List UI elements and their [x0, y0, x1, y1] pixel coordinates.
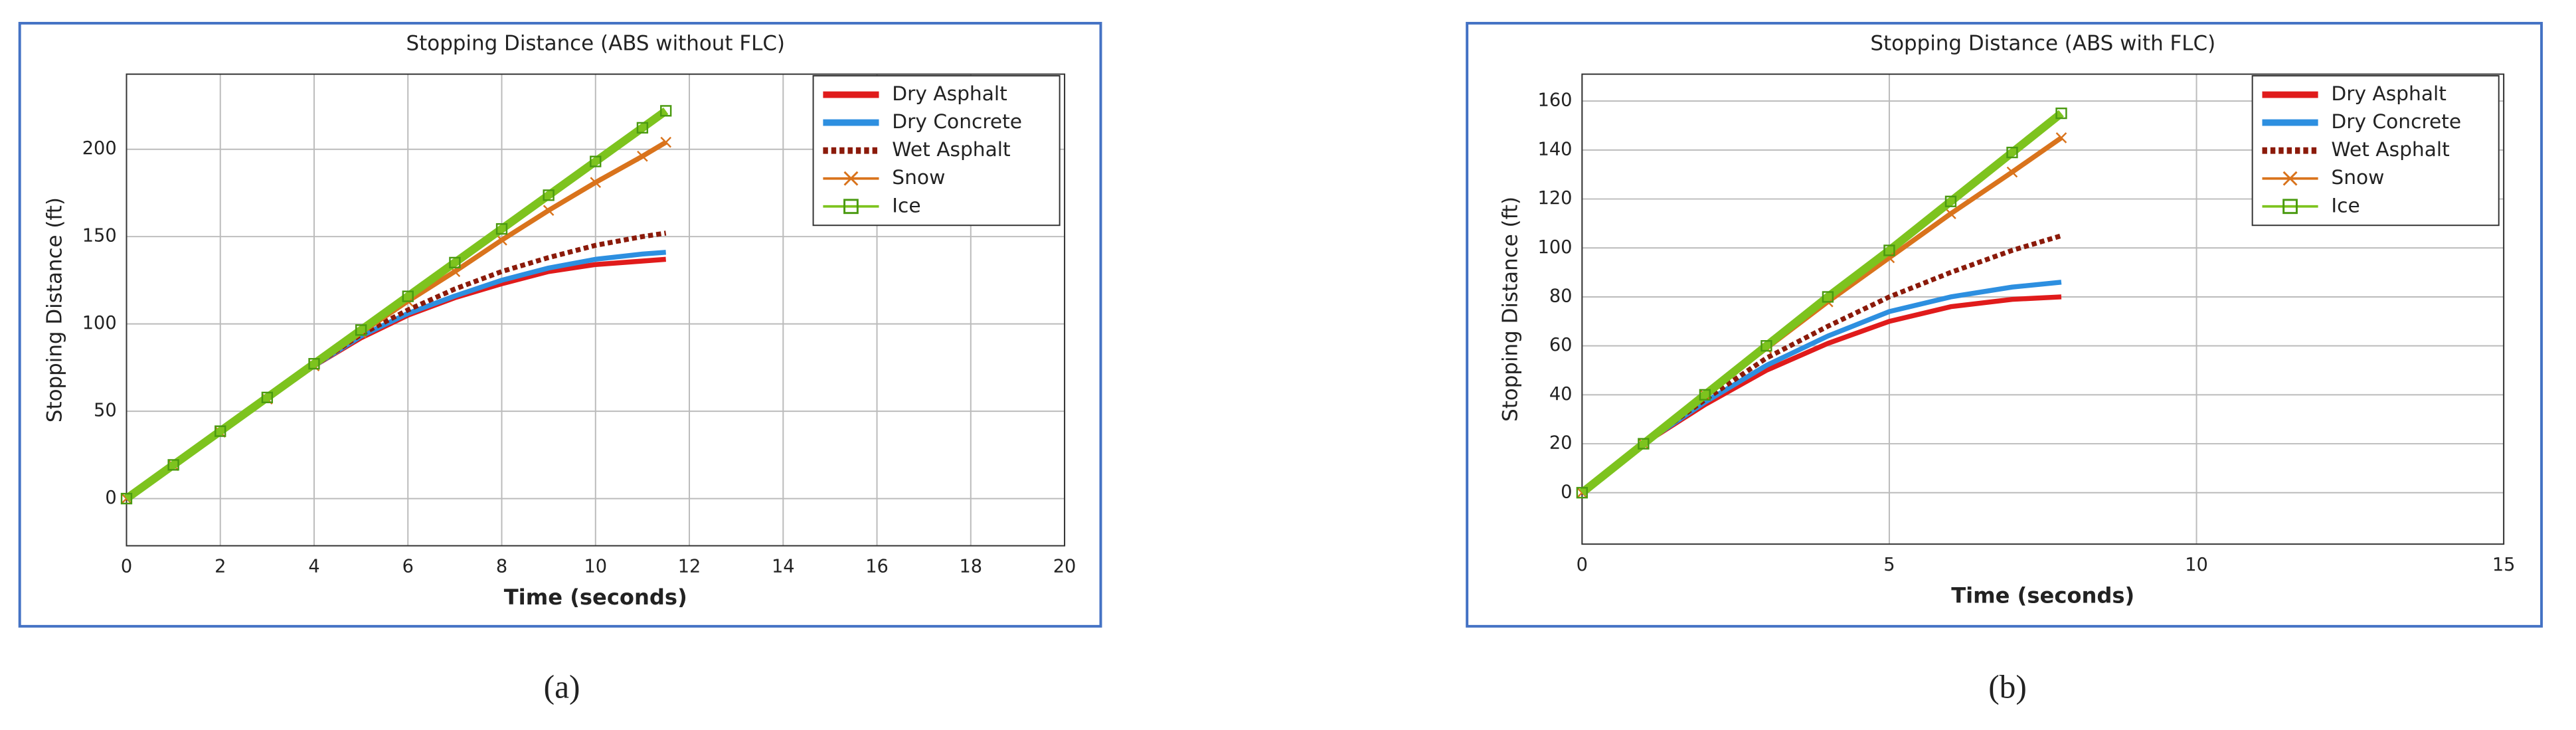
y-tick-label: 60: [1549, 335, 1573, 355]
marker: [1945, 208, 1956, 219]
legend-marker: [2282, 199, 2298, 215]
marker: [1822, 291, 1834, 303]
legend-label: Snow: [892, 165, 945, 189]
marker: [496, 234, 507, 246]
marker: [2006, 146, 2018, 159]
marker: [1638, 438, 1650, 450]
chart-title: Stopping Distance (ABS without FLC): [406, 32, 785, 56]
y-tick-label: 160: [1538, 90, 1573, 111]
x-tick-label: 10: [2185, 555, 2208, 575]
panel-label: (b): [1988, 669, 2027, 705]
marker: [543, 189, 555, 201]
x-tick-label: 15: [2492, 555, 2516, 575]
y-axis-label: Stopping Distance (ft): [1498, 197, 1522, 422]
marker: [660, 136, 672, 148]
marker: [543, 205, 555, 217]
y-tick-label: 150: [82, 226, 117, 246]
marker: [449, 256, 461, 269]
marker: [2055, 132, 2067, 143]
series-line: [125, 230, 667, 501]
legend-marker: [2282, 171, 2298, 186]
legend-label: Snow: [2331, 165, 2384, 189]
y-tick-label: 80: [1549, 286, 1573, 306]
legend-label: Wet Asphalt: [2331, 137, 2449, 161]
legend-marker: [843, 199, 859, 215]
x-axis-label: Time (seconds): [1951, 583, 2134, 608]
x-tick-label: 18: [959, 556, 982, 577]
legend-label: Dry Asphalt: [2331, 82, 2447, 105]
x-axis-label: Time (seconds): [504, 585, 687, 610]
legend-marker: [843, 171, 859, 186]
marker: [2006, 166, 2018, 178]
y-tick-label: 200: [82, 138, 117, 159]
marker: [1944, 195, 1957, 207]
x-tick-label: 16: [865, 556, 889, 577]
plot-border: [126, 73, 1066, 547]
plot-border: [1581, 73, 2505, 545]
marker: [120, 492, 133, 505]
y-tick-label: 40: [1549, 384, 1573, 405]
marker: [355, 324, 367, 336]
x-tick-label: 10: [584, 556, 607, 577]
marker: [1760, 340, 1772, 352]
marker: [2055, 107, 2067, 120]
legend-label: Ice: [892, 193, 920, 217]
x-tick-label: 14: [772, 556, 795, 577]
legend-label: Ice: [2331, 193, 2360, 217]
legend-label: Wet Asphalt: [892, 137, 1010, 161]
marker: [1576, 487, 1588, 499]
y-tick-label: 20: [1549, 433, 1573, 454]
panel-label: (a): [544, 669, 580, 705]
x-tick-label: 6: [402, 556, 414, 577]
legend-label: Dry Concrete: [892, 110, 1022, 133]
y-tick-label: 100: [82, 313, 117, 333]
x-tick-label: 2: [215, 556, 226, 577]
y-tick-label: 140: [1538, 139, 1573, 159]
y-axis-label: Stopping Distance (ft): [43, 197, 67, 422]
y-tick-label: 120: [1538, 188, 1573, 209]
marker: [637, 150, 648, 162]
marker: [636, 122, 649, 134]
y-tick-label: 0: [1561, 482, 1572, 502]
y-tick-label: 50: [94, 401, 117, 421]
marker: [402, 290, 414, 302]
x-tick-label: 0: [1577, 555, 1588, 575]
legend-label: Dry Concrete: [2331, 110, 2461, 133]
marker: [590, 177, 602, 188]
marker: [495, 223, 508, 235]
marker: [1699, 389, 1711, 401]
chart-title: Stopping Distance (ABS with FLC): [1870, 32, 2215, 56]
marker: [167, 459, 179, 471]
x-tick-label: 8: [496, 556, 507, 577]
marker: [590, 155, 602, 167]
marker: [660, 105, 672, 117]
x-tick-label: 0: [121, 556, 132, 577]
marker: [261, 391, 274, 404]
x-tick-label: 20: [1053, 556, 1076, 577]
y-tick-label: 0: [105, 488, 116, 508]
series-line: [1579, 110, 2064, 496]
marker: [215, 425, 226, 437]
x-tick-label: 4: [308, 556, 319, 577]
series-line: [1581, 233, 2063, 495]
legend-label: Dry Asphalt: [892, 82, 1007, 105]
x-tick-label: 12: [678, 556, 701, 577]
marker: [308, 357, 320, 370]
y-tick-label: 100: [1538, 237, 1573, 258]
marker: [1883, 244, 1895, 256]
x-tick-label: 5: [1883, 555, 1895, 575]
series-line: [124, 107, 669, 502]
